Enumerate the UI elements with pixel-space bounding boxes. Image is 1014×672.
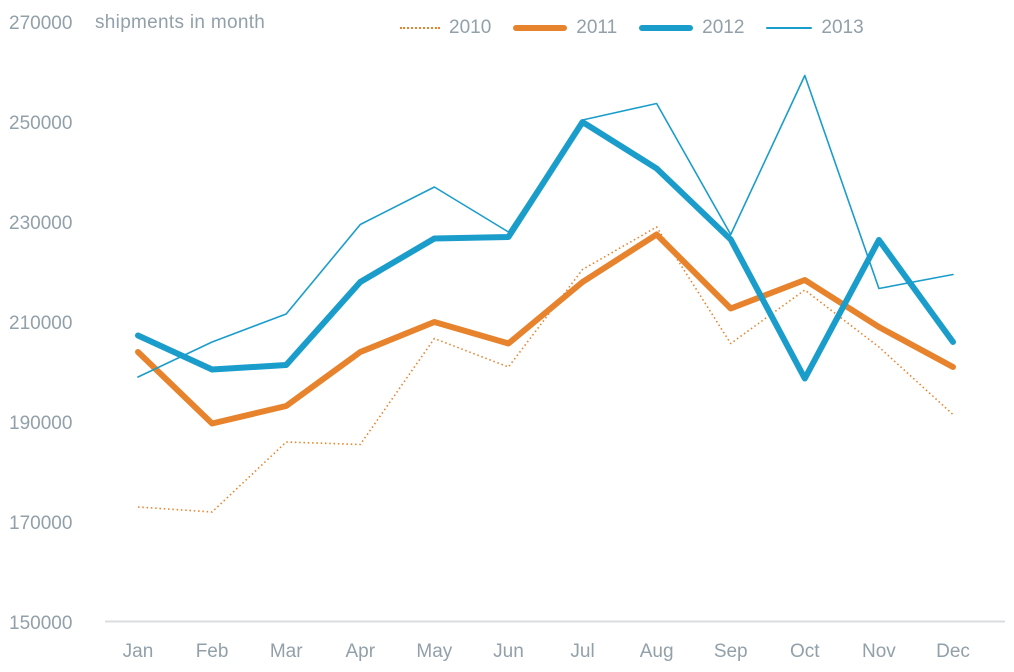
x-axis-label-jan: Jan	[123, 641, 154, 662]
legend-label-2010: 2010	[449, 17, 492, 38]
legend-swatch-2013	[766, 27, 813, 29]
legend-item-2012: 2012	[639, 17, 744, 39]
x-axis-label-sep: Sep	[714, 641, 748, 662]
legend-item-2010: 2010	[400, 17, 491, 39]
x-axis-label-may: May	[416, 641, 452, 662]
x-axis-label-apr: Apr	[345, 641, 375, 662]
series-line-2012	[135, 119, 956, 382]
y-axis-label: 250000	[9, 113, 72, 134]
y-axis-label: 270000	[9, 13, 72, 34]
legend-swatch-2011	[513, 25, 568, 31]
chart-title: shipments in month	[95, 12, 266, 33]
series-line-2011	[135, 231, 956, 427]
legend-label-2012: 2012	[702, 17, 745, 38]
legend: 2010 2011 2012 2013	[400, 17, 864, 39]
y-axis-label: 210000	[9, 313, 72, 334]
y-axis-label: 150000	[9, 613, 72, 634]
x-axis-label-nov: Nov	[862, 641, 896, 662]
x-axis-label-oct: Oct	[790, 641, 820, 662]
x-axis-label-feb: Feb	[196, 641, 229, 662]
x-axis-label-jun: Jun	[493, 641, 524, 662]
legend-swatch-2012	[639, 25, 694, 31]
legend-label-2011: 2011	[576, 17, 618, 38]
series-line-2010	[137, 226, 954, 513]
legend-label-2013: 2013	[821, 17, 864, 38]
y-axis-label: 190000	[9, 413, 72, 434]
legend-item-2013: 2013	[766, 17, 864, 39]
y-axis-label: 230000	[9, 213, 72, 234]
x-axis-label-jul: Jul	[570, 641, 594, 662]
legend-swatch-2010	[400, 27, 440, 29]
x-axis-label-aug: Aug	[640, 641, 674, 662]
x-axis-label-dec: Dec	[936, 641, 970, 662]
legend-item-2011: 2011	[513, 17, 617, 39]
y-axis-label: 170000	[9, 513, 72, 534]
x-axis-label-mar: Mar	[270, 641, 303, 662]
